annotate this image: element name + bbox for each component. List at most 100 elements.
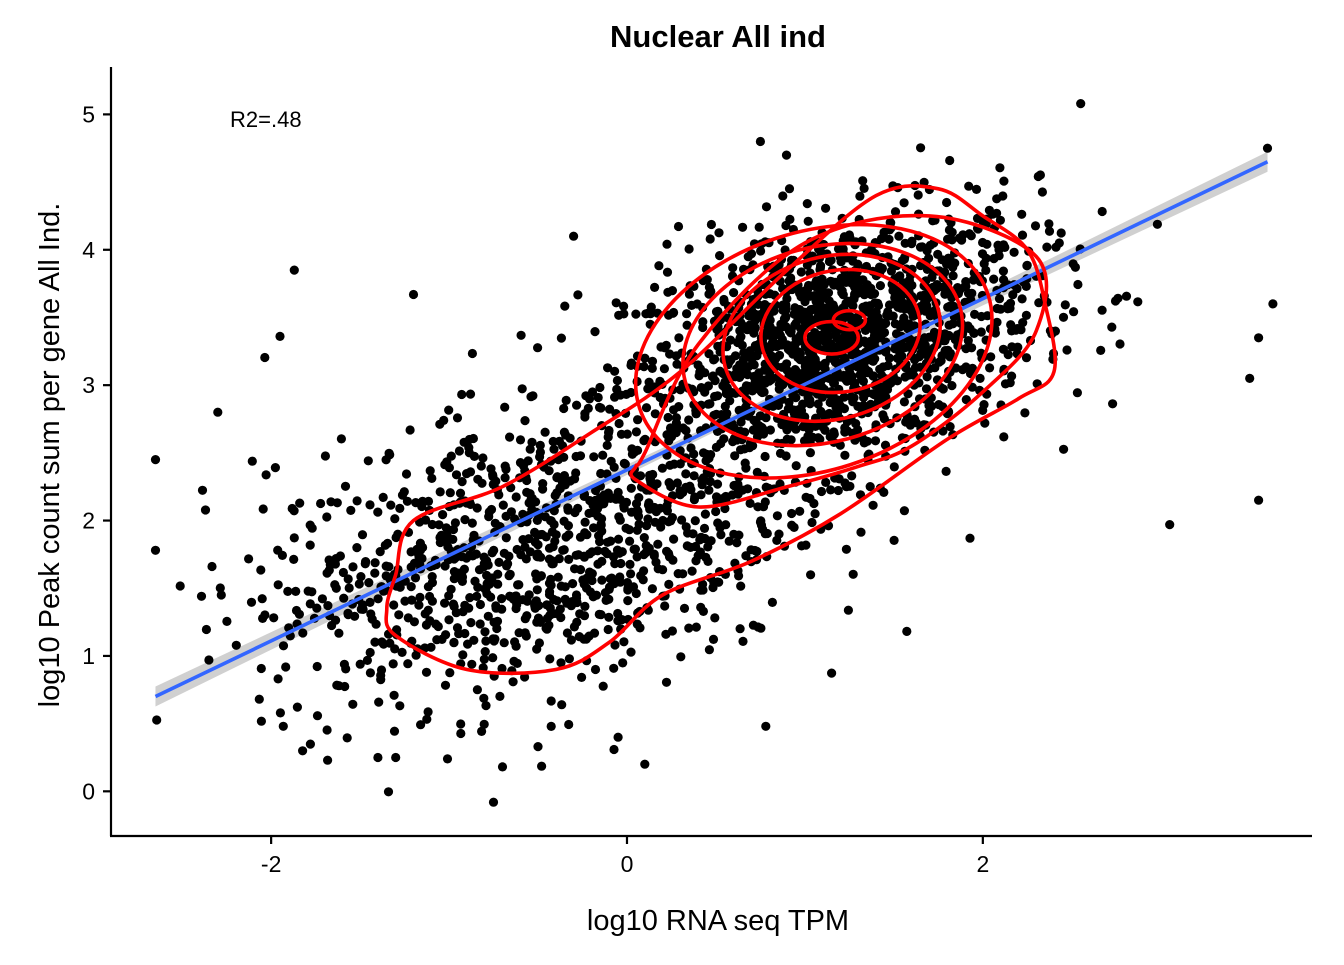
data-point (561, 395, 571, 405)
data-point (880, 440, 891, 450)
data-point (610, 392, 620, 402)
data-point (518, 535, 528, 545)
data-point (365, 647, 375, 658)
data-point (981, 265, 991, 275)
data-point (495, 691, 505, 702)
data-point (613, 534, 624, 544)
data-point (532, 530, 542, 540)
data-point (817, 274, 827, 284)
data-point (945, 155, 955, 166)
data-point (884, 234, 894, 244)
data-point (633, 415, 643, 425)
data-point (330, 559, 340, 569)
data-point (980, 418, 990, 428)
data-point (381, 561, 391, 571)
data-point (992, 317, 1002, 327)
data-point (752, 371, 762, 381)
data-point (595, 537, 605, 547)
data-point (393, 529, 403, 539)
data-point (1254, 333, 1264, 343)
data-point (927, 401, 937, 411)
data-point (970, 309, 980, 319)
data-point (878, 410, 888, 420)
data-point (1073, 279, 1083, 290)
data-point (488, 470, 498, 480)
data-point (260, 352, 270, 363)
data-point (454, 446, 464, 456)
data-point (1254, 495, 1264, 505)
data-point (551, 530, 561, 540)
data-point (801, 492, 811, 502)
data-point (373, 507, 383, 517)
data-point (951, 363, 961, 373)
data-point (497, 594, 507, 604)
data-point (1107, 322, 1117, 332)
data-point (566, 635, 577, 645)
data-point (343, 574, 353, 584)
data-point (305, 540, 315, 550)
data-point (289, 554, 299, 565)
data-point (378, 492, 388, 502)
data-point (370, 568, 380, 578)
data-point (322, 725, 332, 735)
data-point (508, 677, 518, 687)
data-point (312, 603, 322, 613)
data-point (968, 275, 979, 285)
data-point (835, 401, 845, 411)
data-point (197, 485, 208, 495)
data-point (750, 545, 760, 556)
data-point (527, 437, 537, 447)
data-point (612, 384, 622, 394)
data-point (755, 517, 766, 527)
data-point (455, 488, 466, 498)
data-point (647, 356, 658, 366)
data-point (656, 522, 666, 532)
data-point (666, 432, 677, 442)
data-point (848, 569, 858, 579)
data-point (691, 409, 701, 419)
data-point (216, 590, 226, 600)
data-point (440, 598, 450, 608)
density-contour (681, 241, 965, 448)
data-point (559, 545, 569, 555)
data-point (1165, 520, 1175, 530)
data-point (609, 744, 619, 755)
data-point (339, 593, 349, 603)
data-point (875, 322, 885, 332)
density-contour-peak (831, 308, 868, 332)
data-point (625, 559, 635, 570)
data-point (579, 611, 590, 621)
data-point (626, 387, 636, 398)
data-point (710, 613, 720, 623)
data-point (821, 477, 831, 487)
data-point (921, 295, 931, 306)
data-point (445, 488, 455, 498)
y-tick-label: 2 (82, 508, 95, 534)
data-point (535, 447, 546, 457)
data-point (661, 340, 671, 350)
data-point (440, 536, 450, 546)
data-point (728, 263, 738, 273)
data-point (432, 635, 442, 645)
data-point (907, 236, 917, 246)
data-point (405, 425, 415, 435)
data-point (571, 593, 582, 603)
data-point (796, 267, 806, 277)
data-point (840, 450, 850, 460)
data-point (843, 605, 854, 615)
data-point (712, 479, 723, 489)
data-point (449, 638, 459, 648)
data-point (724, 536, 734, 546)
data-point (631, 427, 642, 437)
data-point (609, 462, 619, 472)
data-point (870, 436, 881, 446)
data-point (1262, 143, 1273, 153)
data-point (875, 281, 886, 291)
data-point (1021, 353, 1032, 363)
data-point (698, 322, 708, 333)
data-point (634, 493, 644, 503)
data-point (682, 541, 692, 551)
data-point (662, 267, 673, 277)
data-point (675, 385, 685, 395)
